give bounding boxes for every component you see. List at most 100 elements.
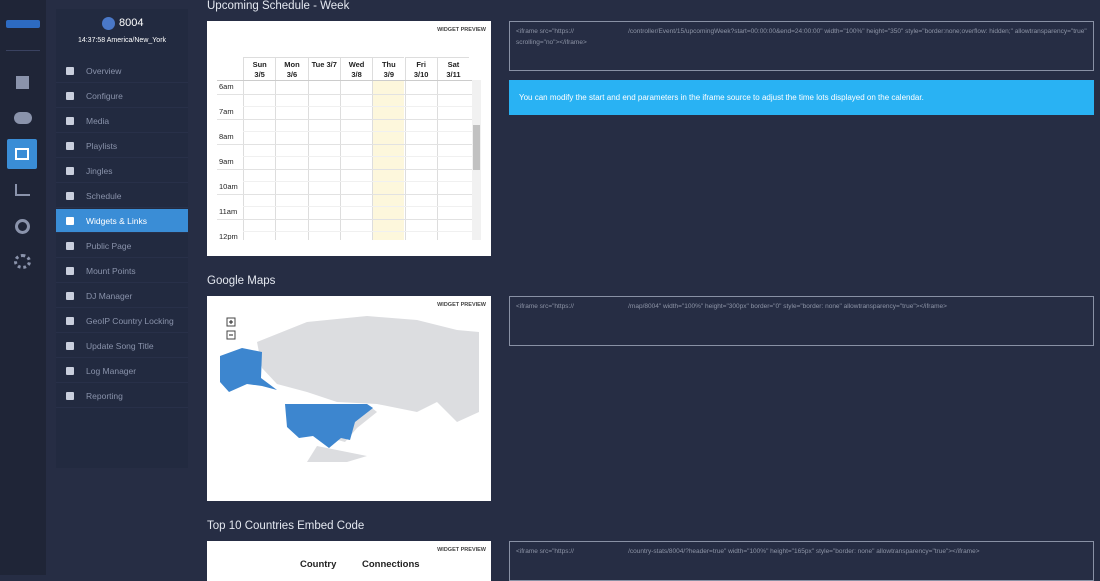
calendar: Sun 3/5 Mon 3/6 Tue 3/7 Wed 3/8 Thu 3/9 Fri 3/10 Sa… [217,57,481,240]
preview-label: WIDGET PREVIEW [437,27,486,33]
nav-item[interactable]: Playlists [56,134,188,158]
time-label: 8am [219,132,234,141]
nav-item[interactable]: Public Page [56,234,188,258]
day-date: 3/9 [383,70,395,79]
land [307,446,367,462]
hour-line [217,119,472,120]
schedule-preview: WIDGET PREVIEW Sun 3/5 Mon 3/6 Tue 3/7 Wed 3/8… [207,21,491,256]
day-name: Tue 3/7 [311,60,337,69]
map-preview: WIDGET PREVIEW [207,296,491,501]
hour-line [217,144,472,145]
day-header: Wed 3/8 [339,57,373,80]
divider [6,50,40,51]
day-date: 3/10 [413,70,429,79]
nav-item[interactable]: Log Manager [56,359,188,383]
nav-icon [66,92,74,100]
day-header: Sun 3/5 [243,57,276,80]
time-label: 9am [219,157,234,166]
day-name: Fri [416,60,426,69]
icon-globe[interactable] [15,219,30,234]
nav-item[interactable]: Schedule [56,184,188,208]
countries-preview: WIDGET PREVIEW Country Connections [207,541,491,581]
half-line [243,131,472,132]
day-date: 3/5 [254,70,265,79]
nav-item[interactable]: Overview [56,59,188,83]
day-header: Tue 3/7 [307,57,340,80]
hour-line [217,94,472,95]
column-line [404,80,406,240]
server-name: 8004 [119,17,144,29]
hour-line [217,169,472,170]
nav-item[interactable]: Update Song Title [56,334,188,358]
land [257,316,479,422]
day-name: Mon [284,60,300,69]
nav-icon [66,317,74,325]
header-border [217,80,481,81]
time-label: 10am [219,182,238,191]
column-line [436,80,438,240]
nav-icon [66,392,74,400]
half-line [243,156,472,157]
nav-icon [66,67,74,75]
section-title: Google Maps [207,275,276,287]
sidebar: 8004 14:37:58 America/New_York [56,9,188,468]
day-name: Sun [252,60,267,69]
icon-cogs[interactable] [14,254,31,269]
icon-users[interactable] [14,112,32,124]
nav-icon [66,367,74,375]
nav-item[interactable]: Widgets & Links [56,209,188,233]
half-line [243,206,472,207]
column-line [275,80,277,240]
icon-rail [0,0,46,575]
column-line [307,80,309,240]
nav-item[interactable]: Reporting [56,384,188,408]
nav-item[interactable]: GeoIP Country Locking [56,309,188,333]
day-name: Wed [348,60,365,69]
day-header: Fri 3/10 [404,57,437,80]
icon-sitemap-active[interactable] [7,139,37,169]
day-date: 3/11 [446,70,461,79]
nav-icon [66,192,74,200]
embed-code[interactable]: <iframe src="https:// /controller/Event/… [509,21,1094,71]
time-label: 12pm [219,232,238,240]
nav-item[interactable]: DJ Manager [56,284,188,308]
hour-line [217,194,472,195]
time-label: 6am [219,82,234,91]
alaska [220,348,277,392]
column-header: Connections [362,559,420,570]
half-line [243,106,472,107]
day-date: 3/8 [351,70,362,79]
day-header: Sat 3/11 [436,57,470,80]
day-name: Thu [381,60,396,69]
nav-item[interactable]: Jingles [56,159,188,183]
today-column [372,80,405,240]
nav-icon [66,167,74,175]
nav-icon [66,142,74,150]
usa [285,404,373,448]
nav-icon [66,342,74,350]
day-name: Sat [447,60,460,69]
nav-item[interactable]: Configure [56,84,188,108]
time-label: 11am [219,207,238,216]
embed-code[interactable]: <iframe src="https:// /map/8004" width="… [509,296,1094,346]
nav-item[interactable]: Mount Points [56,259,188,283]
nav-icon [66,117,74,125]
hour-line [217,219,472,220]
scroll-thumb[interactable] [473,125,480,170]
day-date: 3/6 [286,70,298,79]
embed-code[interactable]: <iframe src="https:// /country-stats/800… [509,541,1094,581]
preview-label: WIDGET PREVIEW [437,547,486,553]
section-title: Top 10 Countries Embed Code [207,520,365,532]
column-line [372,80,374,240]
info-alert: You can modify the start and end paramet… [509,80,1094,115]
map [220,316,479,462]
column-header: Country [300,559,337,570]
nav-item[interactable]: Media [56,109,188,133]
day-header: Mon 3/6 [275,57,308,80]
icon-chart[interactable] [15,184,30,196]
nav-icon [66,242,74,250]
nav-icon [66,217,74,225]
icon-dashboard[interactable] [16,76,29,89]
